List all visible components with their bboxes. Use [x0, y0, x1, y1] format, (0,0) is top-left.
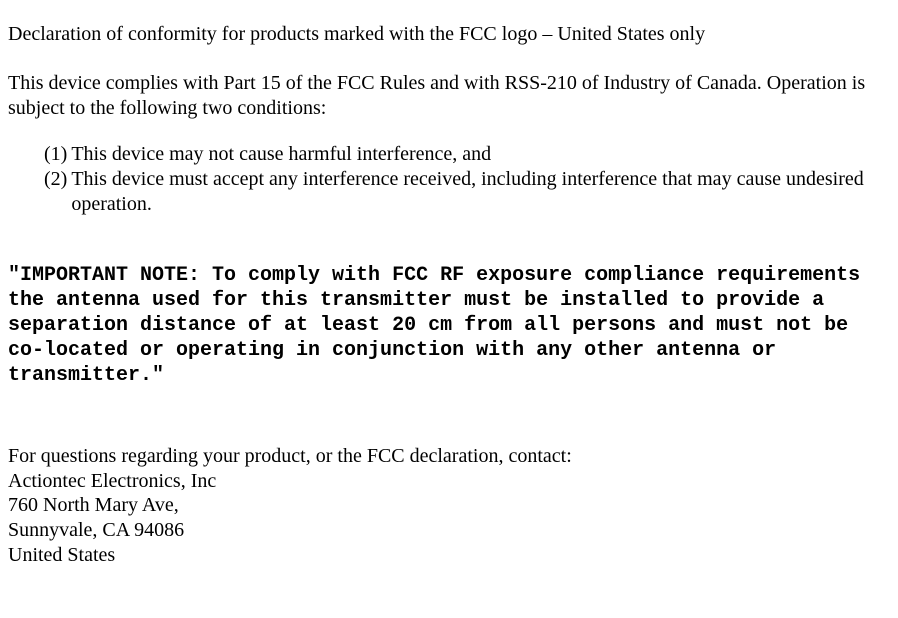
contact-country: United States	[8, 543, 890, 568]
important-note: "IMPORTANT NOTE: To comply with FCC RF e…	[8, 263, 890, 388]
list-marker: (2)	[44, 167, 71, 217]
list-item: (2) This device must accept any interfer…	[44, 167, 890, 217]
contact-block: For questions regarding your product, or…	[8, 444, 890, 568]
contact-company: Actiontec Electronics, Inc	[8, 469, 890, 494]
list-marker: (1)	[44, 142, 71, 167]
document-page: Declaration of conformity for products m…	[0, 0, 898, 576]
declaration-heading: Declaration of conformity for products m…	[8, 22, 890, 47]
intro-paragraph: This device complies with Part 15 of the…	[8, 71, 890, 121]
conditions-list: (1) This device may not cause harmful in…	[8, 142, 890, 216]
contact-intro: For questions regarding your product, or…	[8, 444, 890, 469]
list-item-text: This device must accept any interference…	[71, 167, 890, 217]
list-item: (1) This device may not cause harmful in…	[44, 142, 890, 167]
list-item-text: This device may not cause harmful interf…	[71, 142, 890, 167]
spacer	[8, 120, 890, 142]
contact-street: 760 North Mary Ave,	[8, 493, 890, 518]
contact-city-state-zip: Sunnyvale, CA 94086	[8, 518, 890, 543]
